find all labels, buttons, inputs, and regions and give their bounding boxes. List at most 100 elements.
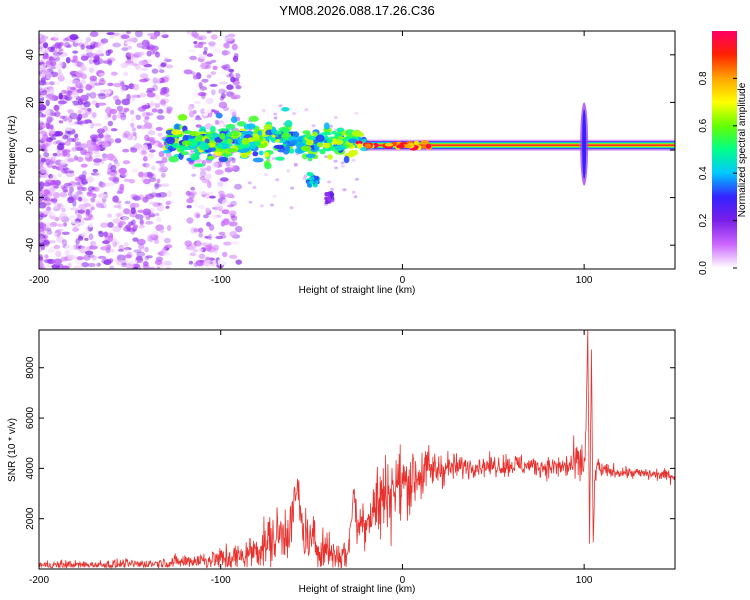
spectrogram-cell [130,117,135,122]
spectrogram-cell [212,244,220,251]
spectrogram-cell [80,109,86,115]
spectrogram-cell [53,232,59,237]
spectrogram-cell [153,239,160,244]
spectrogram-cell [50,174,57,182]
spectrogram-cell [165,201,171,206]
spectrogram-cell [241,137,250,145]
spectrogram-cell [63,180,71,184]
spectrogram-cell [64,249,70,256]
spectrogram-cell [198,191,207,195]
colorbar-ticks: 0.0 0.2 0.4 0.6 0.8 [698,71,737,275]
spectrogram-cell [118,167,127,175]
spectrogram-cell [39,112,42,117]
spectrogram-cell [155,216,162,223]
spectrogram-cell [63,182,72,187]
spectrogram-cell [39,174,42,178]
spike-core [582,109,587,179]
spectrogram-cell [120,85,126,92]
spectrogram-cell [201,92,206,100]
spectrogram-cell [163,237,171,244]
spectrogram-cell [84,237,89,241]
spectrogram-cell [50,112,57,117]
spectrogram-cell [252,186,257,189]
spectrogram-cell [70,86,77,91]
spectrogram-cell [117,203,122,210]
spectrogram-cell [103,259,112,265]
spectrogram-cell [263,124,273,132]
spectrogram-cell [98,72,106,77]
spectrogram-cell [49,81,55,86]
spectrogram-cell [107,236,114,243]
spectrogram-cell [49,186,56,194]
spectrogram-cell [122,160,131,165]
spectrogram-cell [205,65,211,70]
spectrogram-cell [160,31,167,36]
spectrogram-cell [189,131,200,137]
spectrogram-cell [190,227,198,234]
spectrogram-cell [218,101,228,109]
spectrogram-cell [285,144,291,151]
spectrogram-cell [351,190,356,194]
spectrogram-cell [111,176,120,183]
spectrogram-cell [72,55,78,61]
spectrogram-cell [53,244,61,250]
spectrogram-cell [107,213,113,218]
spectrogram-cell [95,49,103,56]
spectrogram-cell [136,52,142,58]
spectrogram-cell [123,107,130,112]
spectrogram-cell [214,72,220,79]
spectrogram-cell [123,130,131,137]
spectrogram-cell [156,178,161,184]
spectrogram-cell [188,260,193,265]
spectrogram-cell [152,202,161,207]
spectrogram-cell [109,108,118,115]
spectrogram-cell [219,122,224,128]
spectrogram-cell [164,58,173,63]
spectrogram-cell [271,157,276,160]
spectrogram-cell [73,155,78,161]
spectrogram-cell [77,186,85,192]
spectrogram-cell [197,92,207,97]
spectrogram-cell [143,261,149,267]
spectrogram-cell [217,258,226,266]
spectrogram-cell [236,121,247,127]
spectrogram-cell [150,102,159,107]
spectrogram-cell [193,200,199,207]
spectrogram-cell [191,173,197,177]
spectrogram-cell [142,163,147,167]
spectrogram-cell [235,259,242,265]
snr-x-label: Height of straight line (km) [299,584,416,595]
spectrogram-cell [57,216,65,221]
spectrogram-cell [183,69,193,75]
spectrogram-cell [193,74,198,80]
spectrogram-cell [139,78,149,83]
spectrogram-cell [146,87,155,92]
spectrogram-cell [311,124,316,128]
spectrogram-cell [235,85,242,90]
spectrogram-cell [86,139,94,146]
snr-x-ticks: -200 -100 0 100 [29,330,593,586]
spectrogram-cell [289,206,294,210]
spectrogram-cell [294,147,303,154]
spectrogram-cell [52,192,60,199]
spectrogram-cell [68,170,75,174]
spectrogram-cell [222,143,229,148]
spectrogram-cell [166,224,172,232]
spectrogram-cell [77,209,85,214]
spectrogram-cell [198,248,204,253]
spectrogram-cell [121,34,130,39]
spectrogram-cell [94,262,99,266]
spectrogram-cell [142,208,152,216]
spectrogram-cell [157,132,163,137]
spectrogram-cell [272,194,277,198]
spectrogram-cell [204,192,211,199]
spectrogram-cell [130,136,136,141]
spectrogram-cell [62,135,69,140]
spectrogram-cell [75,181,81,186]
x-tick-label: -200 [29,575,49,586]
spectrogram-cell [293,162,298,166]
spectrogram-cell [172,142,181,149]
spectrogram-cell [112,42,121,48]
spectrogram-cell [83,101,91,108]
